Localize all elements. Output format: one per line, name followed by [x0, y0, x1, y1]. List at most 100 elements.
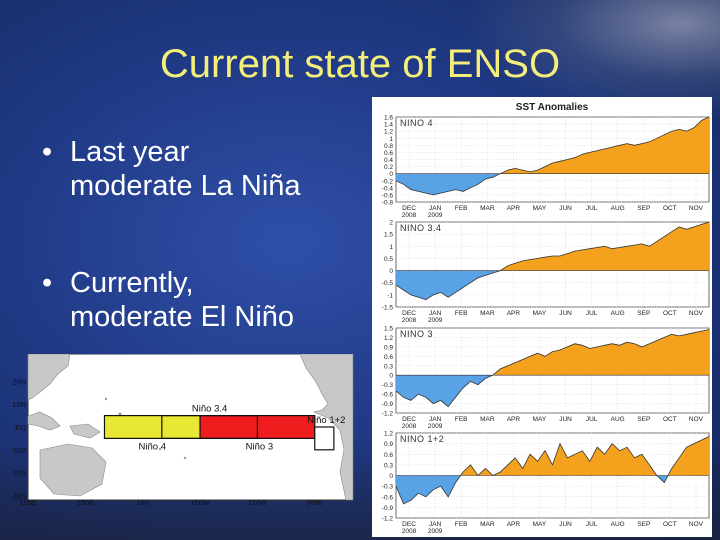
sst-panel: NINO 41.61.41.210.80.60.40.20-0.2-0.4-0.… [382, 115, 710, 219]
map-lat-label: EQ [15, 423, 26, 432]
map-lat-label: 10S [13, 446, 26, 455]
land-newguinea [69, 423, 101, 439]
nino-region-label: Niño 3 [246, 441, 273, 452]
y-tick-label: 0 [389, 268, 393, 275]
y-tick-label: -1.2 [382, 411, 394, 418]
x-tick-month: MAY [533, 310, 547, 317]
map-lon-label: 150E [77, 498, 95, 506]
bullet-line: moderate La Niña [70, 170, 301, 202]
x-tick-month: JUN [559, 521, 572, 528]
nino-region-label: Niño 4 [139, 441, 166, 452]
island [118, 412, 122, 416]
x-tick-month: JUL [586, 310, 598, 317]
y-tick-label: 1 [389, 244, 393, 251]
x-tick-month: SEP [637, 205, 650, 212]
x-tick-month: AUG [611, 205, 625, 212]
x-tick-month: JAN [429, 205, 442, 212]
bullet-line: Last year [70, 136, 190, 168]
map-regions: Niño 4 Niño 3.4 Niño 3 Niño 1+2 [103, 404, 345, 452]
y-tick-label: 0.4 [384, 157, 393, 164]
x-tick-month: MAR [480, 521, 495, 528]
x-tick-month: AUG [611, 521, 625, 528]
y-tick-label: 0.6 [384, 150, 393, 157]
map-lat-label: 30S [13, 491, 26, 500]
negative-anomaly-area [396, 475, 709, 504]
x-tick-year: 2008 [402, 317, 417, 324]
x-tick-month: MAY [533, 521, 547, 528]
island [158, 447, 162, 451]
x-tick-month: DEC [402, 521, 416, 528]
land-americas [299, 354, 354, 501]
slide-title: Current state of ENSO [0, 42, 720, 87]
nino-regions-map: Niño 4 Niño 3.4 Niño 3 Niño 1+2 20N 10N EQ 10S… [12, 354, 354, 506]
y-tick-label: -0.3 [382, 484, 394, 491]
map-lon-label: 180 [136, 498, 149, 506]
panel-label: NINO 3.4 [400, 223, 442, 233]
nino-region-box [161, 414, 259, 440]
bullet-line: Currently, [70, 267, 194, 299]
y-tick-label: 1.2 [384, 129, 393, 136]
y-tick-label: -1 [387, 292, 393, 299]
x-tick-month: SEP [637, 416, 650, 423]
y-tick-label: 0.6 [384, 452, 393, 459]
x-tick-month: NOV [689, 310, 704, 317]
y-tick-label: -0.9 [382, 505, 394, 512]
x-tick-month: JUN [559, 416, 572, 423]
x-tick-month: JAN [429, 521, 442, 528]
x-tick-year: 2008 [402, 528, 417, 535]
bullet-text: Currently, moderate El Niño [70, 266, 370, 334]
x-tick-month: FEB [455, 205, 468, 212]
sst-panel: NINO 1+2 1.2 0.9 0.6 0.3 0 -0.3 -0.6 -0.9 -1.2 DEC… [382, 431, 710, 535]
x-tick-year: 2009 [428, 423, 443, 430]
y-tick-label: 1 [389, 136, 393, 143]
bullet-dot: • [42, 267, 53, 299]
x-tick-month: FEB [455, 310, 468, 317]
island [104, 397, 108, 401]
y-tick-label: -0.8 [382, 200, 394, 207]
x-tick-month: MAY [533, 416, 547, 423]
chart-panels: NINO 41.61.41.210.80.60.40.20-0.2-0.4-0.… [382, 115, 710, 535]
positive-anomaly-area [396, 436, 709, 476]
y-tick-label: 1.4 [384, 122, 393, 129]
x-tick-month: APR [507, 205, 521, 212]
panel-label: NINO 3 [400, 329, 433, 339]
map-lat-label: 10N [12, 400, 26, 409]
bullet-dot: • [42, 136, 53, 168]
negative-anomaly-area [396, 173, 709, 195]
x-tick-month: AUG [611, 310, 625, 317]
panel-label: NINO 1+2 [400, 434, 444, 444]
x-tick-month: MAR [480, 416, 495, 423]
x-tick-month: FEB [455, 521, 468, 528]
land-indonesia [27, 411, 61, 431]
y-tick-label: 1.6 [384, 115, 393, 122]
x-tick-month: NOV [689, 205, 704, 212]
y-tick-label: -0.6 [382, 494, 394, 501]
x-tick-month: OCT [663, 521, 677, 528]
x-tick-month: SEP [637, 310, 650, 317]
anomaly-line [395, 221, 710, 301]
y-tick-label: 0.6 [384, 354, 393, 361]
x-tick-month: DEC [402, 205, 416, 212]
x-tick-month: MAY [533, 205, 547, 212]
x-tick-year: 2009 [428, 317, 443, 324]
y-tick-label: -0.5 [382, 280, 394, 287]
x-tick-month: JUN [559, 310, 572, 317]
y-tick-label: 0.2 [384, 164, 393, 171]
map-lat-label: 20S [13, 469, 26, 478]
x-tick-month: JAN [429, 416, 442, 423]
x-tick-year: 2009 [428, 212, 443, 219]
y-tick-label: 1.5 [384, 232, 393, 239]
y-tick-label: -0.6 [382, 192, 394, 199]
x-tick-year: 2008 [402, 423, 417, 430]
x-tick-month: NOV [689, 416, 704, 423]
sst-panel: NINO 3 1.5 1.2 0.9 0.6 0.3 0 -0.3 -0.6 -0.9 -1.2 DE… [382, 326, 710, 430]
x-tick-month: MAR [480, 310, 495, 317]
y-tick-label: 0 [389, 473, 393, 480]
x-tick-month: JUL [586, 205, 598, 212]
y-tick-label: 0.9 [384, 441, 393, 448]
y-tick-label: 1.2 [384, 335, 393, 342]
panel-label: NINO 4 [400, 118, 433, 128]
nino-region-box [103, 414, 201, 440]
map-land [27, 354, 354, 501]
x-tick-month: AUG [611, 416, 625, 423]
